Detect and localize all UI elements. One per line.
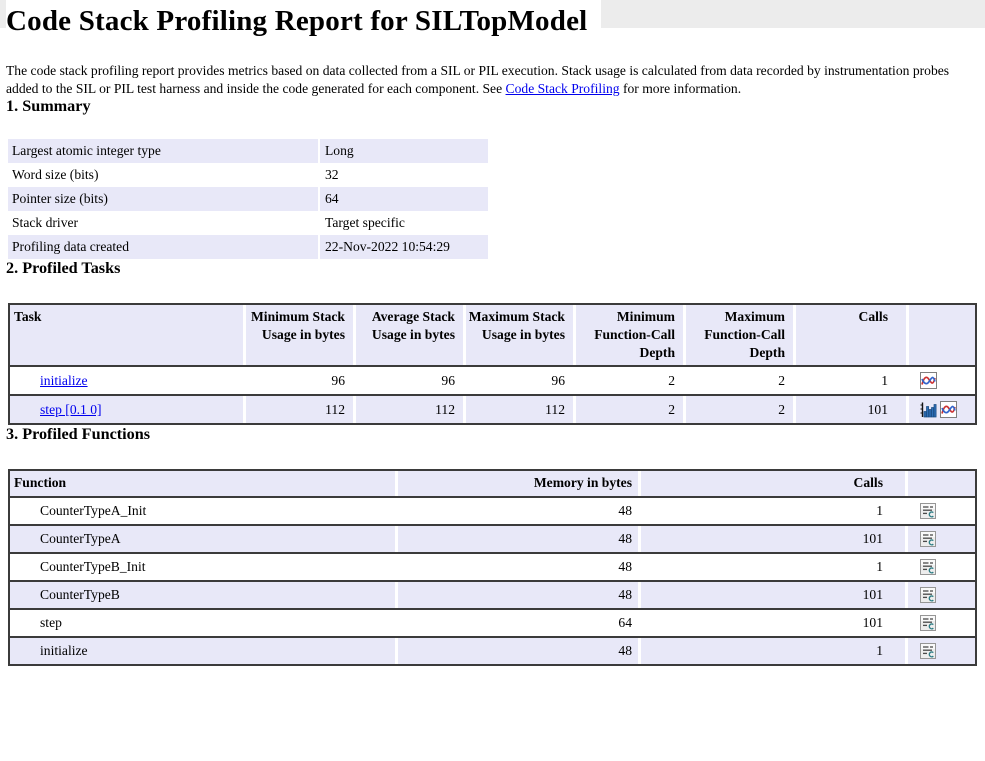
function-row: CounterTypeA 48 101 bbox=[10, 524, 975, 552]
function-memory: 48 bbox=[398, 582, 638, 608]
function-name: CounterTypeA bbox=[10, 526, 395, 552]
function-name: initialize bbox=[10, 638, 395, 664]
function-name: CounterTypeB bbox=[10, 582, 395, 608]
function-calls: 101 bbox=[641, 610, 905, 636]
summary-value: 64 bbox=[320, 187, 488, 211]
report-page: Code Stack Profiling Report for SILTopMo… bbox=[6, 0, 977, 666]
code-metrics-icon[interactable] bbox=[920, 503, 936, 519]
code-metrics-icon[interactable] bbox=[920, 643, 936, 659]
summary-value: Target specific bbox=[325, 215, 405, 230]
summary-row: Profiling data created 22-Nov-2022 10:54… bbox=[8, 235, 488, 259]
summary-row: Pointer size (bits) 64 bbox=[8, 187, 488, 211]
summary-label: Word size (bits) bbox=[12, 167, 99, 182]
col-header-avg-stack: Average Stack Usage in bytes bbox=[356, 305, 463, 365]
function-memory: 64 bbox=[398, 610, 638, 636]
line-plot-icon[interactable] bbox=[940, 401, 957, 418]
task-min-depth: 2 bbox=[576, 396, 683, 423]
function-calls: 1 bbox=[641, 498, 905, 524]
summary-row: Largest atomic integer type Long bbox=[8, 139, 488, 163]
function-row: CounterTypeA_Init 48 1 bbox=[10, 496, 975, 524]
code-stack-profiling-link[interactable]: Code Stack Profiling bbox=[505, 80, 620, 96]
function-name: CounterTypeA_Init bbox=[10, 498, 395, 524]
task-calls: 1 bbox=[796, 367, 906, 394]
summary-value: 22-Nov-2022 10:54:29 bbox=[320, 235, 488, 259]
summary-label: Largest atomic integer type bbox=[8, 139, 318, 163]
code-metrics-icon[interactable] bbox=[920, 531, 936, 547]
task-max-depth: 2 bbox=[686, 367, 793, 394]
function-row: CounterTypeB 48 101 bbox=[10, 580, 975, 608]
function-calls: 1 bbox=[641, 554, 905, 580]
functions-heading: 3. Profiled Functions bbox=[6, 425, 151, 443]
summary-label: Stack driver bbox=[12, 215, 79, 230]
summary-row: Word size (bits) 32 bbox=[8, 163, 488, 187]
task-max-depth: 2 bbox=[686, 396, 793, 423]
task-link-initialize[interactable]: initialize bbox=[40, 373, 88, 388]
function-memory: 48 bbox=[398, 526, 638, 552]
col-header-max-stack: Maximum Stack Usage in bytes bbox=[466, 305, 573, 365]
code-metrics-icon[interactable] bbox=[920, 615, 936, 631]
col-header-calls: Calls bbox=[641, 471, 905, 496]
summary-value: Long bbox=[320, 139, 488, 163]
function-calls: 101 bbox=[641, 582, 905, 608]
function-name: step bbox=[10, 610, 395, 636]
task-max-stack: 112 bbox=[466, 396, 573, 423]
function-name: CounterTypeB_Init bbox=[10, 554, 395, 580]
task-min-depth: 2 bbox=[576, 367, 683, 394]
summary-table: Largest atomic integer type Long Word si… bbox=[8, 139, 488, 259]
function-row: CounterTypeB_Init 48 1 bbox=[10, 552, 975, 580]
intro-text-before: The code stack profiling report provides… bbox=[6, 63, 950, 96]
function-calls: 1 bbox=[641, 638, 905, 664]
task-avg-stack: 96 bbox=[356, 367, 463, 394]
function-memory: 48 bbox=[398, 638, 638, 664]
col-header-details bbox=[908, 471, 975, 496]
tasks-header-row: Task Minimum Stack Usage in bytes Averag… bbox=[10, 305, 975, 365]
function-row: step 64 101 bbox=[10, 608, 975, 636]
function-memory: 48 bbox=[398, 554, 638, 580]
page-title: Code Stack Profiling Report for SILTopMo… bbox=[6, 0, 602, 42]
task-max-stack: 96 bbox=[466, 367, 573, 394]
col-header-plots bbox=[909, 305, 975, 365]
code-metrics-icon[interactable] bbox=[920, 587, 936, 603]
functions-header-row: Function Memory in bytes Calls bbox=[10, 471, 975, 496]
summary-label: Profiling data created bbox=[8, 235, 318, 259]
task-row: initialize 96 96 96 2 2 1 bbox=[10, 365, 975, 394]
intro-text-after: for more information. bbox=[619, 80, 742, 96]
col-header-max-depth: Maximum Function-Call Depth bbox=[686, 305, 793, 365]
function-calls: 101 bbox=[641, 526, 905, 552]
task-min-stack: 96 bbox=[246, 367, 353, 394]
col-header-function: Function bbox=[10, 471, 395, 496]
task-min-stack: 112 bbox=[246, 396, 353, 423]
task-avg-stack: 112 bbox=[356, 396, 463, 423]
col-header-calls: Calls bbox=[796, 305, 906, 365]
col-header-min-stack: Minimum Stack Usage in bytes bbox=[246, 305, 353, 365]
tasks-table: Task Minimum Stack Usage in bytes Averag… bbox=[8, 303, 977, 425]
functions-table: Function Memory in bytes Calls CounterTy… bbox=[8, 469, 977, 666]
task-link-step[interactable]: step [0.1 0] bbox=[40, 402, 102, 417]
bar-chart-icon[interactable] bbox=[920, 401, 937, 418]
summary-row: Stack driver Target specific bbox=[8, 211, 488, 235]
tasks-heading: 2. Profiled Tasks bbox=[6, 259, 121, 277]
summary-heading: 1. Summary bbox=[6, 97, 91, 115]
summary-value: 32 bbox=[325, 167, 339, 182]
function-row: initialize 48 1 bbox=[10, 636, 975, 664]
summary-label: Pointer size (bits) bbox=[8, 187, 318, 211]
col-header-min-depth: Minimum Function-Call Depth bbox=[576, 305, 683, 365]
function-memory: 48 bbox=[398, 498, 638, 524]
line-plot-icon[interactable] bbox=[920, 372, 937, 389]
col-header-memory: Memory in bytes bbox=[398, 471, 638, 496]
code-metrics-icon[interactable] bbox=[920, 559, 936, 575]
col-header-task: Task bbox=[10, 305, 243, 365]
intro-paragraph: The code stack profiling report provides… bbox=[6, 62, 974, 97]
task-calls: 101 bbox=[796, 396, 906, 423]
task-row: step [0.1 0] 112 112 112 2 2 101 bbox=[10, 394, 975, 423]
